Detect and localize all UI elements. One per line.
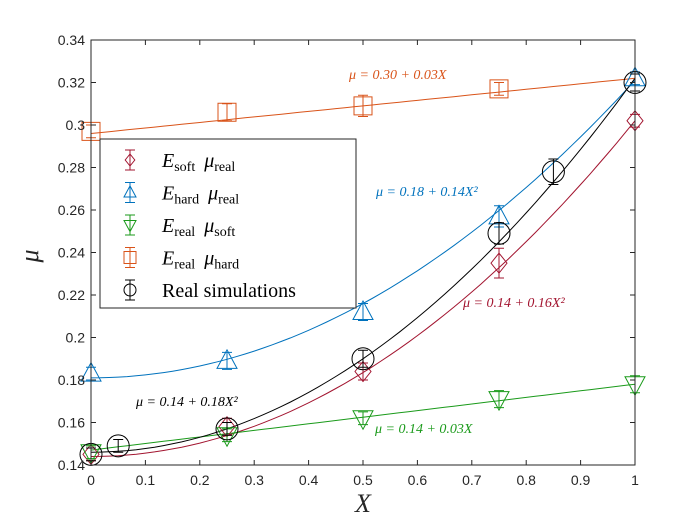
data-point-ereal-soft [488,391,510,412]
legend-error-bar [125,247,135,268]
legend-marker-ereal-soft [123,220,137,233]
error-bar-ehard [358,303,368,321]
legend-item-real-sim: Real simulations [123,279,296,302]
y-tick-label: 0.22 [58,287,85,303]
legend-item-ehard: Ehard μreal [123,182,239,208]
fit-label-esoft: μ = 0.14 + 0.16X² [462,296,565,311]
legend-label-ehard: Ehard μreal [161,183,239,208]
series-ereal-hard [81,79,509,141]
data-point-real-sim [351,347,375,371]
x-tick-label: 0.1 [136,472,156,488]
legend-label-ereal-hard: Ereal μhard [161,248,239,273]
data-point-real-sim [215,417,239,441]
error-bar-ereal-soft [494,390,504,409]
legend-item-esoft: Esoft μreal [124,149,235,175]
data-point-ehard [352,299,374,320]
x-tick-label: 0 [87,472,95,488]
x-tick-label: 1 [631,472,639,488]
legend-box [99,138,357,309]
data-point-ereal-hard [489,79,509,99]
data-point-real-sim [487,221,511,245]
x-tick-label: 0.7 [462,472,482,488]
legend-error-bar [125,279,135,301]
fit-label-ehard: μ = 0.18 + 0.14X² [375,185,478,200]
error-bar-ereal-hard [358,94,368,117]
legend-marker-ehard [123,184,137,198]
fit-label-ereal-hard: μ = 0.30 + 0.03X [348,68,447,83]
y-tick-label: 0.24 [58,245,85,261]
x-tick-label: 0.4 [299,472,319,488]
data-point-real-sim [106,434,130,458]
y-tick-label: 0.32 [58,75,85,91]
error-bar-real-sim [548,158,559,185]
x-tick-label: 0.2 [190,472,210,488]
error-bar-ereal-hard [494,82,504,96]
legend-label-ereal-soft: Ereal μsoft [161,215,235,240]
error-bar-ereal-hard [222,103,232,122]
legend-marker-esoft [124,153,136,167]
legend-item-ereal-hard: Ereal μhard [123,247,239,273]
legend: Esoft μreal Ehard μreal Ereal μsoft Ereal μ… [99,138,357,309]
tick-labels: 0 0.1 0.2 0.3 0.4 0.5 0.6 0.7 0.8 0.9 1 0.14 0.16 0.1… [58,32,639,488]
x-tick-label: 0.3 [244,472,264,488]
data-point-ereal-hard [353,96,373,116]
x-tick-label: 0.6 [408,472,428,488]
x-tick-label: 0.8 [516,472,536,488]
error-bar-real-sim [358,349,368,368]
x-tick-label: 0.9 [571,472,591,488]
error-bar-real-sim [494,222,504,245]
fit-label-ereal-soft: μ = 0.14 + 0.03X [374,422,473,437]
fit-label-real-sim: μ = 0.14 + 0.18X² [135,395,238,410]
error-bar-real-sim [222,422,232,436]
y-tick-label: 0.14 [58,457,85,473]
error-bar-ereal-soft [358,411,368,426]
y-tick-label: 0.34 [58,32,85,48]
x-axis-label: X [354,489,372,518]
y-tick-label: 0.16 [58,415,85,431]
data-point-real-sim [541,160,565,184]
error-bar-ehard [222,351,232,370]
y-tick-label: 0.18 [58,372,85,388]
data-point-ehard [216,348,238,369]
legend-item-ereal-soft: Ereal μsoft [123,214,235,240]
error-bar-real-sim [113,439,124,453]
y-tick-label: 0.2 [66,330,86,346]
x-tick-label: 0.5 [353,472,373,488]
series-real-sim [79,71,647,466]
y-axis-label: μ [15,249,44,263]
data-point-ereal-soft [352,410,374,431]
legend-label-real-sim: Real simulations [162,280,296,302]
data-point-esoft [490,252,508,274]
legend-label-esoft: Esoft μreal [161,150,235,175]
y-tick-label: 0.3 [66,117,86,133]
data-point-ereal-hard [217,102,237,122]
legend-marker-ereal-hard [123,251,137,264]
y-tick-label: 0.26 [58,202,85,218]
y-tick-label: 0.28 [58,160,85,176]
legend-marker-real-sim [123,283,137,297]
